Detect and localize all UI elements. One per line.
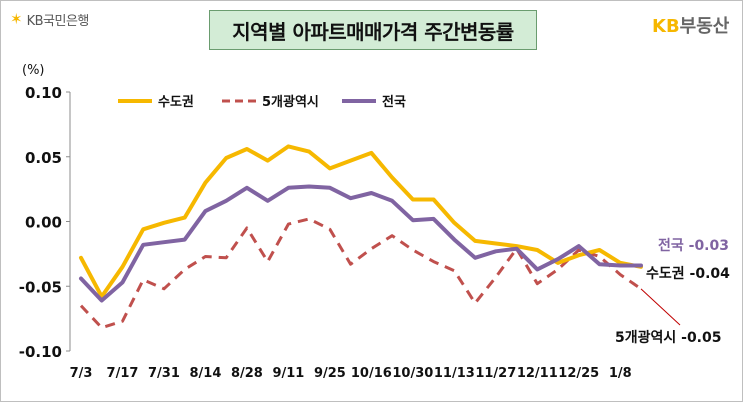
x-tick-label: 9/11 [272, 366, 304, 381]
kb-star-icon: ✶ [10, 10, 23, 28]
series-line-capital [79, 144, 643, 299]
y-tick-label: -0.05 [19, 278, 62, 296]
kb-realestate-logo-rest: 부동산 [679, 16, 730, 37]
chart-title-box: 지역별 아파트매매가격 주간변동률 [209, 10, 537, 50]
x-tick-label: 7/3 [70, 366, 93, 381]
x-tick-label: 12/25 [558, 366, 599, 381]
y-tick-label: 0.00 [25, 214, 62, 232]
x-tick-label: 12/11 [517, 366, 558, 381]
x-tick-label: 8/14 [189, 366, 221, 381]
x-tick-label: 11/13 [434, 366, 475, 381]
legend-label: 수도권 [158, 95, 194, 110]
series-line-metro [79, 217, 642, 330]
chart-title: 지역별 아파트매매가격 주간변동률 [232, 19, 514, 44]
annotation-metro: 5개광역시 -0.05 [615, 329, 722, 346]
x-tick-label: 9/25 [314, 366, 346, 381]
legend-label: 5개광역시 [262, 94, 319, 110]
y-tick-label: 0.05 [25, 149, 62, 167]
annotation-leader-line [640, 288, 681, 326]
x-tick-label: 7/17 [107, 366, 139, 381]
x-tick-label: 10/30 [392, 366, 433, 381]
x-tick-label: 7/31 [148, 366, 180, 381]
kb-realestate-logo-kb: KB [652, 16, 680, 37]
x-tick-label: 8/28 [231, 366, 263, 381]
kb-bank-logo: ✶ KB국민은행 [10, 10, 90, 30]
legend-label: 전국 [382, 94, 406, 110]
x-tick-label: 11/27 [475, 366, 516, 381]
annotation-capital: 수도권 -0.04 [646, 266, 730, 282]
kb-realestate-logo: KB부동산 [652, 12, 729, 38]
y-tick-label: -0.10 [19, 343, 62, 361]
kb-bank-logo-text: KB국민은행 [26, 14, 90, 29]
y-unit-label: (%) [22, 63, 45, 78]
x-tick-label: 1/8 [609, 366, 632, 381]
annotation-national: 전국 -0.03 [658, 237, 729, 254]
y-tick-label: 0.10 [25, 84, 62, 102]
series-line-national [79, 184, 643, 303]
x-tick-label: 10/16 [351, 366, 392, 381]
